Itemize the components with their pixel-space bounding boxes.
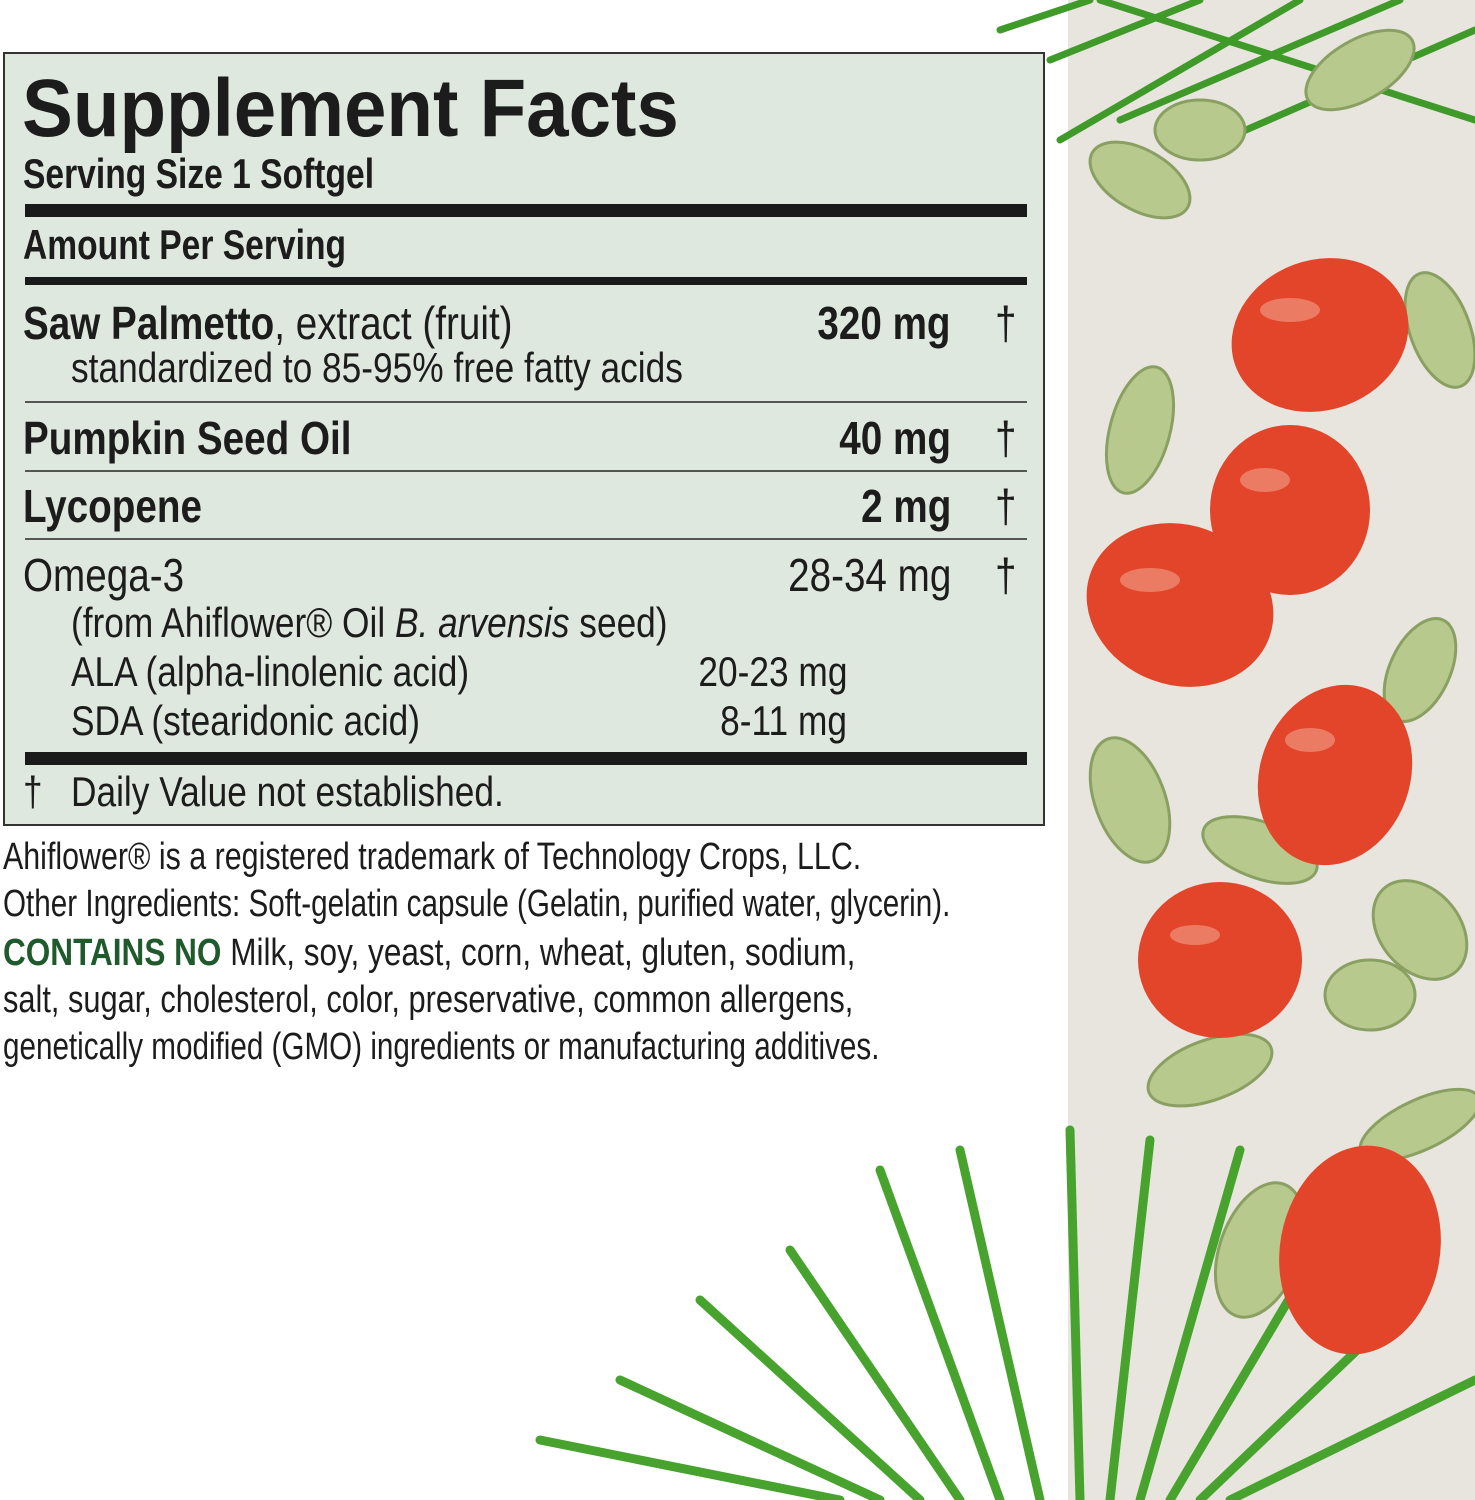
saw-palmetto-berries <box>1086 258 1441 1355</box>
supplement-facts-panel: Supplement Facts Serving Size 1 Softgel … <box>3 52 1045 826</box>
footnote-text: Daily Value not established. <box>71 768 504 815</box>
sub-ingredient-amount: 8-11 mg <box>720 697 847 744</box>
dv-dagger: † <box>995 297 1017 349</box>
sub-ingredient-name: ALA (alpha-linolenic acid) <box>71 648 470 695</box>
contains-no-line-1: CONTAINS NO Milk, soy, yeast, corn, whea… <box>3 932 856 974</box>
dv-dagger: † <box>995 412 1017 464</box>
dv-dagger: † <box>995 549 1017 601</box>
contains-no-line-3: genetically modified (GMO) ingredients o… <box>3 1026 880 1068</box>
berry-highlights <box>1120 298 1335 945</box>
pumpkin-seeds <box>1088 28 1475 1319</box>
ingredient-amount: 2 mg <box>860 480 951 532</box>
ingredient-amount: 28-34 mg <box>787 549 951 601</box>
sub-ingredient-name: SDA (stearidonic acid) <box>71 697 421 744</box>
ingredient-name: Saw Palmetto <box>23 297 275 349</box>
serving-size: Serving Size 1 Softgel <box>23 150 375 197</box>
thin-divider <box>25 470 1027 472</box>
sub-ingredient-amount: 20-23 mg <box>697 648 847 695</box>
ingredient-name: Omega-3 <box>23 549 185 601</box>
ingredient-name-suffix: , extract (fruit) <box>274 297 513 349</box>
thick-divider <box>25 752 1027 765</box>
ingredient-name: Lycopene <box>23 480 202 532</box>
amount-per-serving: Amount Per Serving <box>23 221 346 268</box>
thin-divider <box>25 401 1027 403</box>
ingredient-name: Pumpkin Seed Oil <box>23 412 352 464</box>
trademark-note: Ahiflower® is a registered trademark of … <box>3 836 862 878</box>
label-title: Supplement Facts <box>22 63 679 154</box>
other-ingredients: Other Ingredients: Soft-gelatin capsule … <box>3 883 951 925</box>
ingredient-note: standardized to 85-95% free fatty acids <box>71 344 683 391</box>
ingredient-amount: 320 mg <box>817 297 951 349</box>
dv-dagger: † <box>995 480 1017 532</box>
palm-leaves-top <box>996 0 1475 154</box>
omega-source: (from Ahiflower® Oil B. arvensis seed) <box>71 599 668 646</box>
contains-no-label: CONTAINS NO <box>3 932 222 974</box>
footnote-dagger: † <box>23 768 43 815</box>
thick-divider <box>25 204 1027 217</box>
thin-divider <box>25 538 1027 540</box>
medium-divider <box>25 277 1027 285</box>
palm-leaves-bottom <box>535 1125 1475 1500</box>
contains-no-line-2: salt, sugar, cholesterol, color, preserv… <box>3 979 854 1021</box>
ingredient-amount: 40 mg <box>839 412 951 464</box>
